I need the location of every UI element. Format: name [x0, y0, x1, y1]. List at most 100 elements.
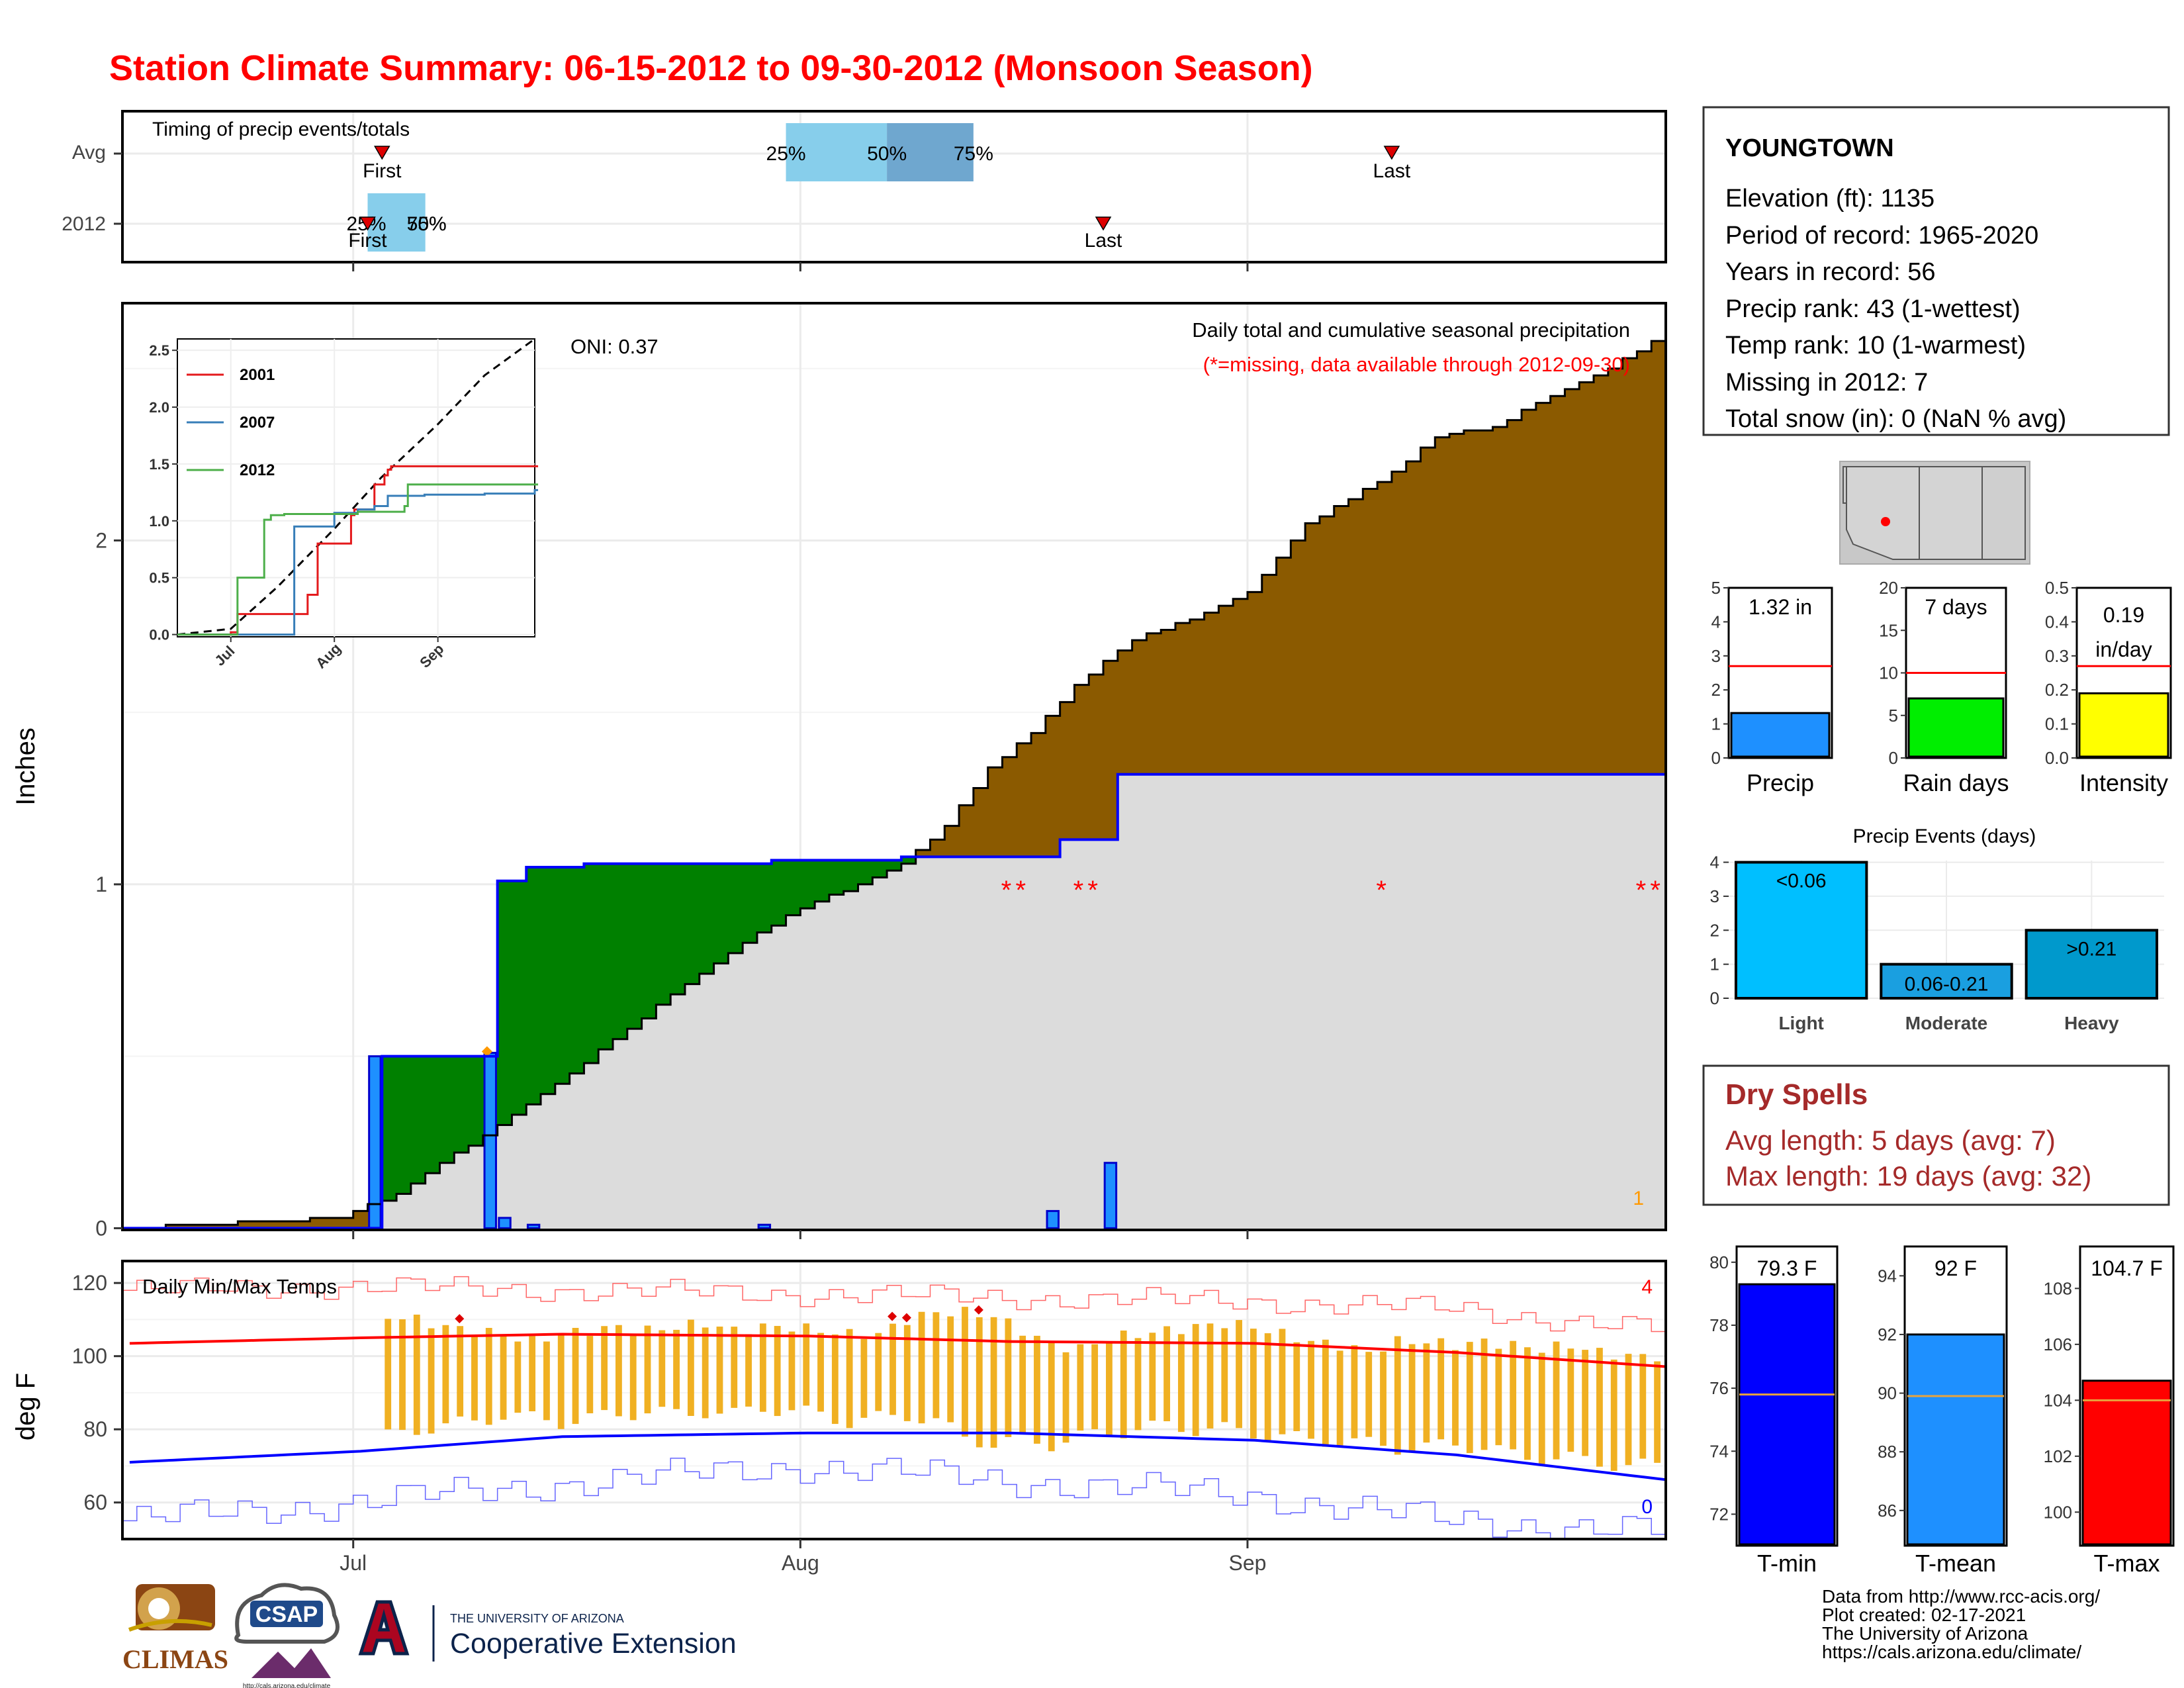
mini-bar-tick-label: 4	[1711, 612, 1721, 632]
daily-temp-bar	[745, 1334, 752, 1407]
daily-temp-bar	[1120, 1331, 1127, 1438]
precip-event-bar-heavy	[2025, 929, 2159, 1000]
station-years: Years in record: 56	[1725, 258, 1936, 286]
events-y-tick-label: 4	[1710, 853, 1719, 872]
temp-summary-fill-tmax	[2081, 1380, 2172, 1546]
mini-bar-value-rain-days: 7 days	[1925, 595, 1987, 619]
cumulative-2012-line	[122, 773, 1666, 1230]
daily-temp-bar	[1250, 1329, 1257, 1439]
mini-bar-value-line: in/day	[2095, 637, 2152, 661]
precip-event-bar-label: 0.06-0.21	[1905, 974, 1989, 996]
mini-bar-tick-label: 1	[1711, 714, 1721, 734]
daily-temp-bar	[1394, 1336, 1401, 1455]
below-both-area	[122, 774, 1666, 1229]
inset-y-tick-label: 0.0	[149, 627, 169, 643]
y2012-first-label: First	[348, 230, 387, 252]
daily-temp-bar	[644, 1325, 651, 1414]
season-total-bars: 0 1 2 3 4 5 1.32 in Precip 0 5 10 15 20 7 days Rain da…	[1711, 578, 2172, 796]
temp-summary-tick-label: 90	[1878, 1383, 1897, 1403]
mini-bar-tick-label: 0.5	[2045, 578, 2069, 598]
climas-logo: CLIMAS	[122, 1584, 228, 1674]
daily-temp-bar	[601, 1326, 608, 1411]
temp-summary-tmin: 72 74 76 78 80 79.3 F T-min	[1709, 1245, 1839, 1577]
precip-event-category: Heavy	[2064, 1013, 2119, 1033]
precip-event-bar-light	[1734, 861, 1868, 1000]
station-info-box: YOUNGTOWN Elevation (ft): 1135 Period of…	[1702, 106, 2170, 436]
daily-temp-bar	[990, 1317, 997, 1448]
precip-event-bar-label: >0.21	[2066, 938, 2116, 960]
daily-temp-bar	[1610, 1359, 1617, 1471]
temp-summary-tick-label: 76	[1709, 1378, 1729, 1398]
daily-temp-bar	[1221, 1328, 1228, 1423]
station-temp-rank: Temp rank: 10 (1-warmest)	[1725, 332, 2026, 359]
daily-temp-bar	[1596, 1348, 1603, 1467]
daily-temp-bar	[485, 1328, 492, 1425]
daily-temp-bar	[1351, 1345, 1358, 1438]
daily-temp-bar	[875, 1333, 882, 1411]
mini-bar-tick-label: 0.2	[2045, 680, 2069, 700]
daily-temp-bar	[1567, 1348, 1574, 1452]
mini-bar-tick-label: 0.3	[2045, 646, 2069, 666]
daily-temp-bar	[1077, 1344, 1084, 1431]
footer-url: https://cals.arizona.edu/climate/	[1822, 1642, 2081, 1662]
cumulative-average-line	[122, 333, 1666, 1229]
y2012-quartile-bar	[367, 193, 426, 252]
daily-temp-bar	[1106, 1341, 1113, 1436]
station-period: Period of record: 1965-2020	[1725, 222, 2038, 250]
temps-y-tick-label: 60	[83, 1491, 107, 1515]
daily-precip-bar	[498, 1217, 512, 1229]
footer-data-source: Data from http://www.rcc-acis.org/	[1822, 1586, 2100, 1607]
y2012-last-label: Last	[1085, 230, 1122, 252]
temps-axes: 60 80 100 120 Jul Aug Sep	[72, 1271, 1267, 1575]
daily-temp-bar	[413, 1314, 420, 1435]
daily-temp-bar	[860, 1338, 868, 1418]
y2012-first-marker	[359, 216, 376, 231]
events-y-tick-label: 3	[1710, 886, 1719, 906]
events-y-tick-label: 0	[1710, 988, 1719, 1008]
station-elevation: Elevation (ft): 1135	[1725, 185, 1934, 212]
mini-bar-tick-label: 0	[1889, 748, 1898, 768]
temps-panel-frame	[121, 1260, 1667, 1540]
avg-q50-q75-bar	[887, 123, 974, 181]
daily-temp-bar	[1538, 1352, 1545, 1466]
mini-bar-tick-label: 15	[1879, 620, 1898, 640]
station-precip-rank: Precip rank: 43 (1-wettest)	[1725, 295, 2021, 323]
temps-count-min: 0	[1641, 1496, 1653, 1518]
daily-precip-bar	[483, 1051, 497, 1229]
daily-temp-bar	[1510, 1340, 1517, 1450]
arizona-shape	[1846, 466, 1920, 560]
events-y-tick-label: 2	[1710, 920, 1719, 940]
above-average-area	[122, 774, 1666, 1229]
station-info-frame	[1702, 106, 2170, 436]
daily-temp-bar	[399, 1319, 406, 1430]
missing-mark: *	[1376, 876, 1387, 905]
daily-temp-bar	[1423, 1343, 1430, 1443]
dry-spells-title: Dry Spells	[1725, 1078, 1868, 1111]
mini-bar-fill-rain-days	[1907, 697, 2005, 758]
station-location-dot	[1881, 517, 1890, 526]
daily-temp-bar	[615, 1325, 622, 1417]
daily-temp-bar	[1149, 1333, 1156, 1421]
mini-bar-tick-label: 0.0	[2045, 748, 2069, 768]
csap-logo: CSAP http://cals.arizona.edu/climate	[234, 1583, 340, 1688]
daily-precip-bar	[757, 1223, 772, 1229]
temps-y-tick-label: 80	[83, 1417, 107, 1441]
precip-caption-line2: (*=missing, data available through 2012-…	[1203, 353, 1630, 376]
daily-temp-bar	[702, 1327, 709, 1419]
daily-temp-bar	[1437, 1338, 1445, 1440]
mini-bar-fill-precip	[1730, 712, 1831, 758]
mini-bar-label-precip: Precip	[1747, 769, 1814, 796]
daily-temp-bar	[903, 1325, 911, 1421]
temp-summary-tick-label: 86	[1878, 1501, 1897, 1521]
daily-temp-bar	[659, 1330, 666, 1407]
missing-mark: *	[1087, 876, 1098, 905]
mini-bar-label-intensity: Intensity	[2079, 769, 2168, 796]
temp-summary-tmean: 86 88 90 92 94 92 F T-mean	[1878, 1245, 2008, 1577]
daily-temp-bar	[1553, 1341, 1560, 1460]
precip-y-axis-label: Inches	[11, 727, 40, 806]
inset-lines	[177, 338, 539, 636]
missing-mark: *	[1015, 876, 1026, 905]
precip-y-tick-label: 0	[95, 1216, 107, 1240]
daily-temp-bar	[1639, 1354, 1647, 1459]
footer-plot-date: Plot created: 02-17-2021	[1822, 1605, 2026, 1625]
